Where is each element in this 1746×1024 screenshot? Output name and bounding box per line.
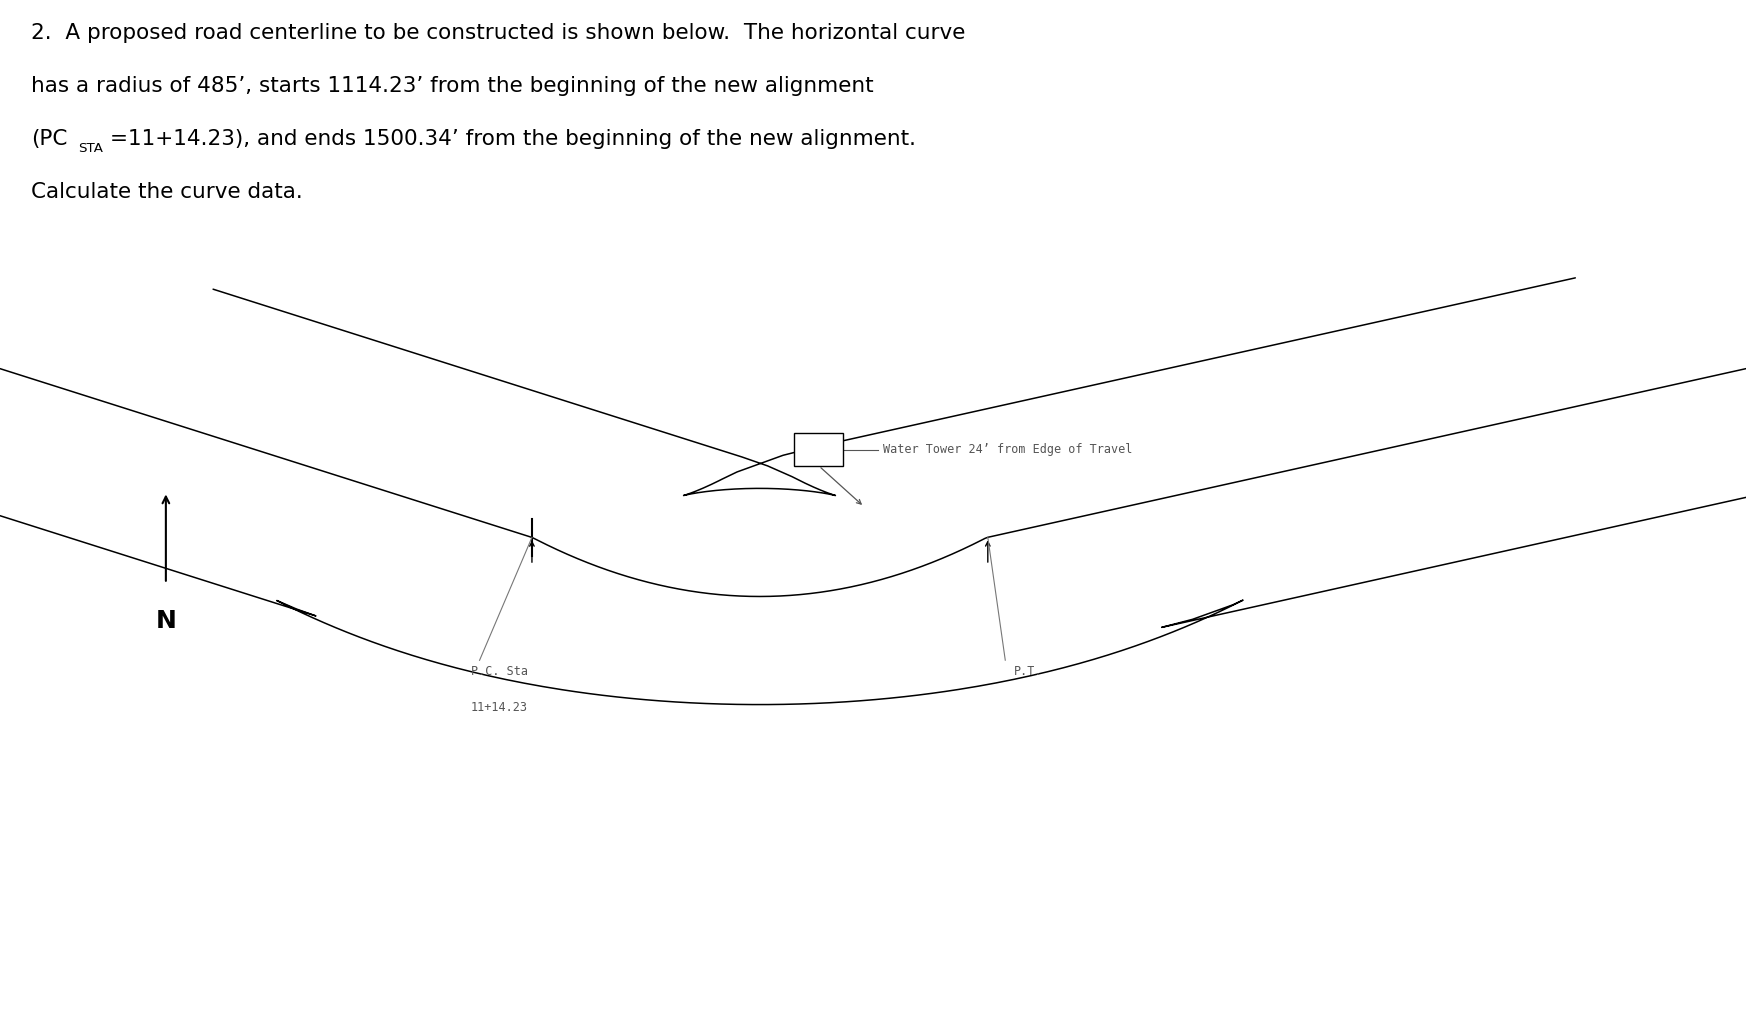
Text: 2.  A proposed road centerline to be constructed is shown below.  The horizontal: 2. A proposed road centerline to be cons…: [31, 23, 966, 43]
Text: Calculate the curve data.: Calculate the curve data.: [31, 182, 304, 203]
Bar: [794, 433, 843, 466]
Text: STA: STA: [79, 142, 103, 156]
Text: 11+14.23: 11+14.23: [471, 701, 527, 715]
Text: P.C. Sta: P.C. Sta: [471, 666, 527, 679]
Text: N: N: [155, 609, 176, 633]
Text: (PC: (PC: [31, 129, 68, 150]
Text: has a radius of 485’, starts 1114.23’ from the beginning of the new alignment: has a radius of 485’, starts 1114.23’ fr…: [31, 76, 875, 96]
Text: =11+14.23), and ends 1500.34’ from the beginning of the new alignment.: =11+14.23), and ends 1500.34’ from the b…: [110, 129, 917, 150]
Text: Water Tower 24’ from Edge of Travel: Water Tower 24’ from Edge of Travel: [883, 443, 1133, 456]
Text: P.T.: P.T.: [1014, 666, 1042, 678]
